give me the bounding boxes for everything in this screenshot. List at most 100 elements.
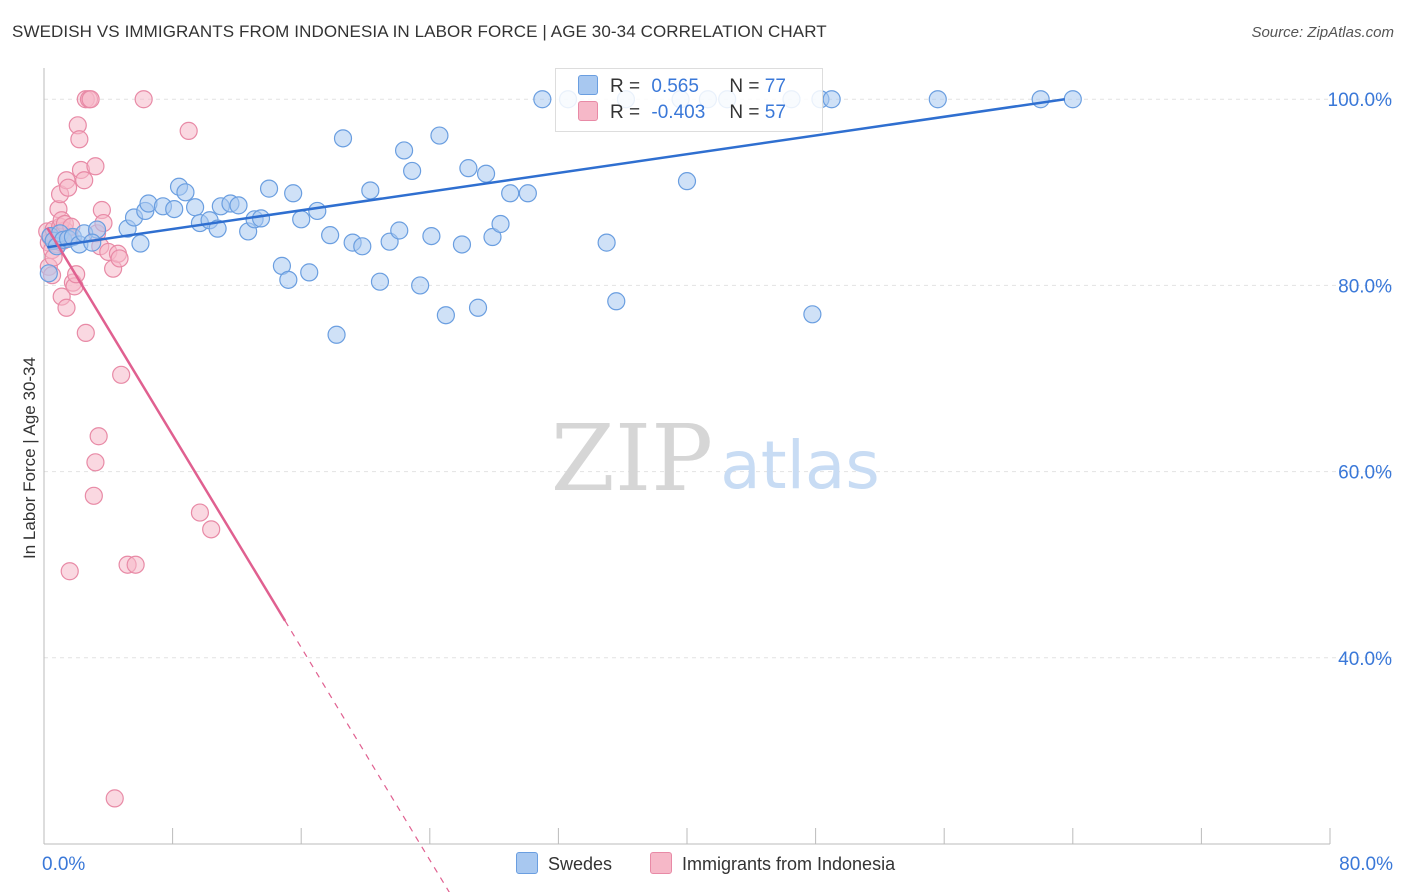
swedes-point bbox=[459, 159, 478, 178]
legend-row-indonesia: R = -0.403 N = 57 bbox=[578, 101, 786, 125]
swedes-point bbox=[518, 184, 537, 203]
x-tick-label: 0.0% bbox=[42, 854, 85, 875]
swedes-trend-line bbox=[47, 98, 1065, 249]
swedes-n-label: N = bbox=[729, 76, 760, 97]
swedes-r-value: 0.565 bbox=[651, 76, 699, 97]
swedes-point bbox=[308, 201, 327, 221]
indonesia-point bbox=[86, 453, 105, 472]
swedes-point bbox=[403, 161, 422, 181]
indonesia-n-label: N = bbox=[729, 102, 760, 123]
indonesia-point bbox=[134, 90, 153, 109]
x-tick-label: 80.0% bbox=[1339, 854, 1393, 875]
indonesia-legend-label: Immigrants from Indonesia bbox=[682, 854, 896, 874]
swedes-point bbox=[928, 90, 947, 109]
swedes-point bbox=[533, 90, 552, 109]
legend-item-indonesia[interactable]: Immigrants from Indonesia bbox=[650, 852, 895, 875]
swedes-swatch bbox=[578, 75, 598, 95]
axes bbox=[43, 68, 1331, 845]
indonesia-n-value: 57 bbox=[764, 102, 786, 123]
swedes-point bbox=[300, 263, 319, 282]
indonesia-legend-swatch bbox=[650, 852, 672, 874]
swedes-point bbox=[370, 272, 390, 291]
swedes-point bbox=[390, 221, 409, 240]
indonesia-point bbox=[76, 323, 95, 343]
swedes-point bbox=[452, 235, 472, 254]
indonesia-point bbox=[70, 130, 89, 149]
swedes-point bbox=[1031, 90, 1050, 109]
swedes-point bbox=[607, 292, 626, 311]
swedes-point bbox=[394, 141, 414, 160]
swedes-point bbox=[411, 276, 430, 295]
indonesia-point bbox=[202, 520, 221, 539]
swedes-legend-label: Swedes bbox=[548, 854, 613, 874]
swedes-point bbox=[186, 198, 205, 217]
swedes-point bbox=[803, 305, 822, 324]
tick-labels: 100.0% 80.0% 60.0% 40.0% 0.0% 80.0% bbox=[42, 90, 1393, 875]
indonesia-point bbox=[112, 365, 131, 384]
swedes-point bbox=[292, 210, 311, 229]
indonesia-r-value: -0.403 bbox=[651, 102, 706, 123]
swedes-point bbox=[327, 325, 346, 344]
indonesia-point bbox=[59, 178, 78, 197]
swedes-point bbox=[491, 214, 510, 234]
indonesia-point bbox=[126, 555, 145, 574]
swedes-point bbox=[436, 306, 455, 325]
swedes-point bbox=[208, 219, 227, 238]
swedes-point bbox=[279, 270, 298, 289]
indonesia-point bbox=[179, 121, 198, 140]
y-tick-label: 80.0% bbox=[1338, 276, 1392, 297]
legend-item-swedes[interactable]: Swedes bbox=[516, 852, 612, 875]
y-tick-label: 100.0% bbox=[1328, 90, 1393, 111]
swedes-point bbox=[353, 237, 372, 256]
indonesia-point bbox=[60, 562, 79, 581]
swedes-point bbox=[1063, 90, 1082, 109]
indonesia-point bbox=[84, 486, 103, 505]
indonesia-point bbox=[105, 789, 124, 808]
swedes-points bbox=[39, 90, 1082, 344]
swedes-point bbox=[501, 184, 520, 203]
swedes-point bbox=[677, 172, 697, 191]
indonesia-point bbox=[89, 427, 108, 446]
indonesia-point bbox=[190, 503, 210, 522]
indonesia-swatch bbox=[578, 101, 598, 121]
y-tick-label: 60.0% bbox=[1338, 463, 1392, 484]
watermark-zip: ZIP bbox=[551, 405, 713, 512]
swedes-point bbox=[422, 226, 441, 246]
swedes-point bbox=[597, 233, 616, 252]
swedes-point bbox=[361, 181, 380, 200]
indonesia-point bbox=[57, 298, 76, 317]
indonesia-points bbox=[38, 90, 221, 808]
chart-title: SWEDISH VS IMMIGRANTS FROM INDONESIA IN … bbox=[12, 22, 827, 41]
swedes-point bbox=[284, 184, 303, 203]
source-label: Source: ZipAtlas.com bbox=[1251, 24, 1394, 41]
swedes-point bbox=[430, 126, 449, 145]
grid-lines bbox=[44, 98, 1394, 659]
swedes-point bbox=[333, 129, 353, 148]
indonesia-trend-extension bbox=[284, 620, 450, 892]
indonesia-r-label: R = bbox=[610, 102, 641, 123]
swedes-point bbox=[131, 234, 150, 253]
indonesia-point bbox=[81, 90, 100, 109]
swedes-point bbox=[822, 90, 841, 109]
swedes-legend-swatch bbox=[516, 852, 538, 874]
swedes-point bbox=[176, 183, 195, 202]
trend-lines bbox=[46, 98, 1065, 892]
swedes-point bbox=[476, 164, 496, 183]
swedes-point bbox=[259, 179, 279, 198]
indonesia-point bbox=[110, 249, 129, 268]
swedes-point bbox=[229, 196, 248, 215]
swedes-n-value: 77 bbox=[764, 76, 786, 97]
swedes-point bbox=[468, 298, 488, 317]
indonesia-point bbox=[86, 157, 105, 176]
swedes-point bbox=[165, 199, 184, 219]
swedes-point bbox=[39, 264, 58, 283]
y-tick-label: 40.0% bbox=[1338, 649, 1392, 670]
indonesia-trend-line bbox=[46, 227, 287, 622]
swedes-r-label: R = bbox=[610, 76, 641, 97]
indonesia-point bbox=[75, 171, 94, 190]
watermark-atlas: atlas bbox=[720, 427, 880, 504]
swedes-point bbox=[483, 227, 502, 247]
swedes-point bbox=[251, 209, 271, 228]
legend-row-swedes: R = 0.565 N = 77 bbox=[578, 75, 786, 99]
